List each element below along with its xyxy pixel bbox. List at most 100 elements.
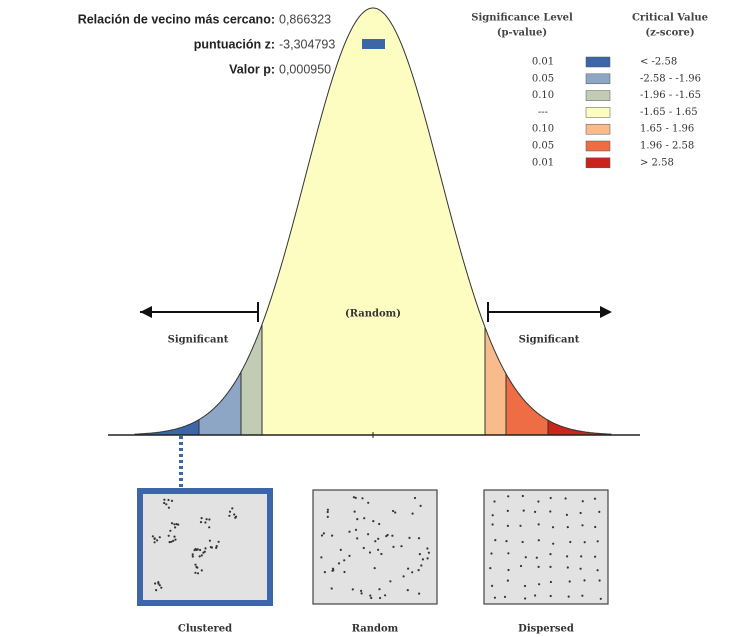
point [351,588,354,591]
point [567,595,570,598]
point [400,545,403,548]
point [418,592,421,595]
point [534,510,537,513]
point [163,501,166,505]
point [194,563,197,566]
point [158,584,161,587]
point [594,525,597,529]
legend-swatch [585,157,611,169]
point [579,511,582,515]
point [195,565,198,569]
point [377,548,380,551]
point [506,579,509,582]
point [420,564,423,567]
point [489,567,492,570]
point [331,534,334,537]
point [367,533,370,536]
point [491,514,494,517]
point [343,559,346,562]
point [580,555,583,558]
point [537,523,540,526]
point [339,548,342,552]
point [506,524,509,528]
legend-z: 1.96 - 2.58 [640,141,694,152]
point [427,551,430,554]
point [210,546,213,549]
panel-label: Dispersed [518,624,574,635]
curve-region [505,371,549,436]
legend-p: 0.05 [532,141,554,152]
point [173,535,176,538]
legend-p: 0.10 [532,90,554,101]
point [348,554,351,558]
point [156,539,159,542]
point [378,522,381,526]
point [507,568,510,572]
legend-z: 1.65 - 1.96 [640,124,694,135]
curve-region [240,324,263,436]
point [521,540,524,544]
point [353,510,356,513]
point [537,539,540,542]
point [352,496,355,499]
point [154,582,157,585]
point [326,510,329,514]
point [596,569,599,572]
point [507,552,510,555]
point [596,540,599,543]
point [521,494,524,498]
z-marker [362,39,385,49]
point [534,594,537,597]
point [199,521,203,524]
legend-swatch [585,107,611,118]
point [195,548,198,552]
point [323,571,326,574]
legend-z: -2.58 - -1.96 [640,73,701,84]
point [208,526,211,529]
point [394,511,397,514]
point [380,552,383,556]
point [374,540,377,543]
point [581,500,584,503]
point [155,589,158,592]
arrowhead [140,306,152,318]
point [549,594,552,598]
point [233,513,236,516]
point [199,548,202,552]
panel [483,489,609,605]
panel [137,488,273,606]
point [421,558,424,561]
legend-swatch [585,140,611,152]
point [402,575,405,578]
point [331,567,335,570]
label-significant: Significant [519,335,580,346]
legend-swatch [585,90,611,101]
point [519,564,523,568]
panel [312,489,438,605]
point [354,528,358,532]
point [579,567,582,570]
point [583,579,586,582]
curve-region [547,419,612,436]
point [173,523,176,526]
legend-header: (p-value) [497,28,547,39]
point [564,497,567,500]
point [568,580,571,583]
point [598,510,601,513]
point [198,555,201,558]
legend-z: < -2.58 [640,57,677,68]
point [157,581,160,584]
point [200,517,203,520]
panel-label: Clustered [178,624,232,635]
point [203,550,206,553]
point [228,510,232,513]
point [320,534,324,537]
curve-region [261,7,486,436]
point [391,534,394,537]
point [426,557,429,560]
point [599,597,602,600]
stat-label: Relación de vecino más cercano: [78,12,275,26]
point [172,539,175,543]
point [594,555,597,558]
point [337,562,341,565]
